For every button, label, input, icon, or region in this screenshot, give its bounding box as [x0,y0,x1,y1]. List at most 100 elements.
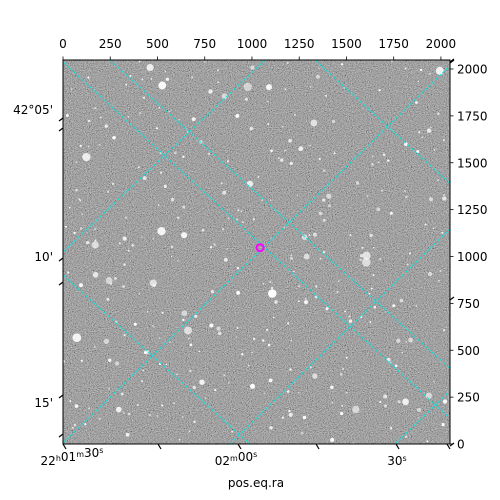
grid-line [314,60,450,185]
ra-tick [446,443,451,450]
dec-tick [449,58,455,63]
star [152,325,154,327]
star [309,366,312,369]
star [426,128,432,133]
star [108,387,110,390]
star [189,369,192,373]
star [213,243,216,246]
star [284,88,287,91]
star [442,196,447,201]
star [378,89,381,92]
star [158,106,161,109]
star [428,197,434,202]
star [309,85,312,88]
star [344,310,347,313]
star [158,337,161,339]
star [65,113,69,118]
grid-line [63,274,251,444]
star [268,378,273,383]
star [187,337,190,340]
star [348,315,351,318]
star [288,138,292,143]
star [370,287,373,290]
star [369,233,373,238]
star [417,80,420,83]
star [266,84,272,91]
star [178,118,180,121]
star [345,391,348,394]
star [168,110,171,113]
grid-line [63,61,450,420]
star [165,77,170,81]
x-tick-label: 1000 [237,37,268,51]
star [79,199,82,202]
star [106,190,110,193]
star [80,359,83,362]
y-tick-label: 1750 [457,109,488,123]
star [379,258,382,261]
star [304,300,308,305]
x-tick-label: 0 [59,37,67,51]
star [182,155,185,158]
x-tick-label: 2000 [426,37,457,51]
star [298,392,300,394]
y-tick-label: 1250 [457,203,488,217]
star [149,279,158,287]
star [87,119,91,123]
star [181,416,184,418]
star [237,209,240,212]
star [71,426,74,429]
ra-tick [62,443,67,450]
star [399,298,404,303]
star [123,263,126,266]
star [361,246,364,249]
star [236,326,239,329]
star [421,136,424,139]
star [405,435,408,438]
star [290,254,292,256]
star [146,63,154,72]
star [418,131,421,134]
star [286,390,290,393]
star [169,341,172,344]
star [177,216,180,219]
star [267,343,271,347]
star [131,244,135,247]
star [227,382,230,384]
star [159,152,162,155]
y-tick-label: 1500 [457,156,488,170]
dec-tick-label: 15' [34,396,53,410]
star [201,228,205,232]
star [222,190,227,195]
star [141,236,143,239]
star [188,430,191,433]
star [74,404,79,408]
star [242,221,244,224]
star [127,249,130,252]
star [379,400,382,404]
star [73,231,76,235]
star [442,139,445,142]
star [127,412,131,416]
star [441,423,445,427]
star [268,289,277,298]
star [290,340,292,342]
star [170,255,173,258]
star [425,392,433,400]
star [405,195,408,199]
star [163,184,167,189]
star [392,304,395,307]
star [402,398,409,406]
star [302,415,307,420]
star [407,263,409,266]
star [310,119,318,127]
star [318,211,323,216]
star [142,369,145,372]
star [424,223,427,226]
image-frame [62,59,451,445]
star [63,360,66,363]
star [389,426,393,430]
ra-axis: 22h01m30s 02m00s 30s [41,443,451,468]
star [262,339,265,342]
